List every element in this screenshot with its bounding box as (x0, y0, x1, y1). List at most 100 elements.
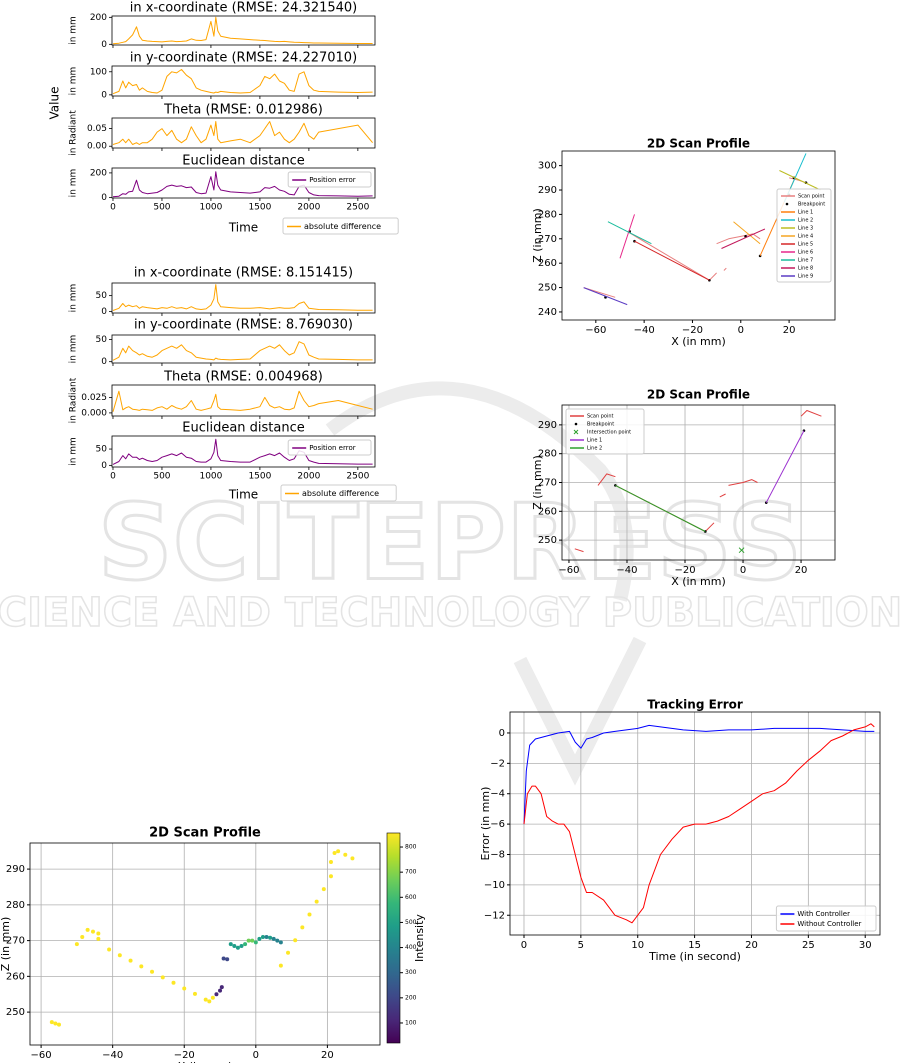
point (268, 935, 273, 940)
y-tick-label: 0.00 (87, 142, 107, 152)
series-line (615, 484, 706, 532)
colorbar-tick-label: 500 (405, 919, 417, 926)
x-tick-label: −60 (585, 325, 606, 336)
x-tick-label: 5 (578, 940, 584, 951)
series-line (574, 410, 822, 553)
chart-title: 2D Scan Profile (149, 826, 261, 841)
point (307, 912, 312, 917)
y-tick-label: 50 (96, 335, 108, 345)
point (314, 899, 319, 904)
point (160, 975, 165, 980)
watermark-title: SCITEPRESS (98, 481, 802, 603)
colorbar-tick-label: 300 (405, 969, 417, 976)
series-line (765, 430, 805, 503)
x-tick-label: −20 (682, 325, 703, 336)
x-tick-label: 0 (740, 565, 746, 576)
point (300, 925, 305, 930)
point (321, 887, 326, 892)
legend-label: Line 8 (798, 266, 813, 272)
series-line (523, 724, 875, 825)
watermark-subtitle: SCIENCE AND TECHNOLOGY PUBLICATIONS (0, 590, 901, 636)
legend-label: absolute difference (304, 222, 381, 231)
y-tick-label: 200 (90, 13, 107, 23)
axes-frame (561, 404, 836, 561)
legend-label: Line 2 (798, 218, 813, 224)
legend-symbol (785, 202, 789, 206)
y-tick-label: 0.05 (87, 124, 107, 134)
point (96, 931, 101, 936)
subplot-title: Theta (RMSE: 0.004968) (163, 370, 323, 385)
point (74, 942, 79, 947)
y-axis-label: in mm (69, 284, 79, 313)
axes-frame (111, 65, 376, 97)
axes-frame (111, 15, 376, 46)
point (203, 997, 208, 1002)
series-line (523, 723, 875, 924)
colorbar-tick-label: 600 (405, 894, 417, 901)
point (278, 963, 283, 968)
colorbar-tick-label: 800 (405, 844, 417, 851)
point (343, 852, 348, 857)
point (117, 953, 122, 958)
subplot-title: in y-coordinate (RMSE: 8.769030) (134, 318, 353, 333)
axes-frame (111, 435, 376, 468)
y-tick-label: 260 (6, 971, 25, 982)
legend-box (287, 171, 372, 188)
point (260, 935, 265, 940)
point (49, 1020, 54, 1025)
x-tick-label: 20 (783, 325, 796, 336)
y-tick-label: 280 (6, 900, 25, 911)
x-axis-label: Time (in second) (648, 950, 741, 963)
chart-title: Tracking Error (647, 698, 743, 712)
y-tick-label: 100 (90, 67, 107, 77)
y-axis-label: in mm (69, 437, 79, 466)
point (107, 947, 112, 952)
y-axis-label: Value (48, 87, 62, 120)
series-line (112, 390, 373, 412)
x-tick-label: −40 (634, 325, 655, 336)
x-tick-label: 10 (631, 940, 644, 951)
x-tick-label: 1000 (199, 472, 222, 482)
point (182, 986, 187, 991)
x-tick-label: 15 (688, 940, 701, 951)
x-tick-label: 1500 (248, 203, 271, 213)
legend-label: Position error (309, 444, 356, 452)
legend-label: Line 1 (798, 210, 813, 216)
legend-symbol (574, 422, 578, 426)
series-line (112, 341, 373, 361)
colorbar-label: Intensity (413, 914, 426, 962)
y-tick-label: 0 (101, 307, 107, 317)
legend-box (287, 439, 372, 456)
y-axis-label: in mm (69, 67, 79, 96)
x-tick-label: −40 (102, 1050, 123, 1061)
chart-title: 2D Scan Profile (647, 137, 750, 151)
point (85, 927, 90, 932)
legend-label: Line 9 (798, 274, 813, 280)
y-tick-label: 0 (101, 193, 107, 203)
x-tick-label: 0 (738, 325, 744, 336)
legend-label: absolute difference (302, 489, 379, 498)
x-tick-label: 25 (802, 940, 815, 951)
series-line (112, 69, 373, 95)
colorbar-tick-label: 200 (405, 994, 417, 1001)
x-tick-label: 2000 (297, 472, 320, 482)
point (293, 938, 298, 943)
y-tick-label: 290 (6, 864, 25, 875)
point (235, 945, 240, 950)
legend-symbol (573, 429, 579, 435)
series-line (733, 221, 761, 245)
subplot-title: in x-coordinate (RMSE: 8.151415) (134, 266, 353, 281)
x-tick-label: −40 (616, 565, 637, 576)
y-tick-label: 0.000 (81, 408, 107, 418)
y-axis-label: in mm (69, 335, 79, 364)
series-line (112, 171, 373, 198)
legend-box (565, 408, 645, 455)
y-tick-label: 50 (96, 445, 108, 455)
watermark: SCITEPRESS SCIENCE AND TECHNOLOGY PUBLIC… (0, 381, 901, 786)
colorbar-tick-label: 700 (405, 869, 417, 876)
x-tick-label: 0 (521, 940, 527, 951)
point (738, 547, 745, 554)
y-axis-label: in mm (69, 169, 79, 198)
y-tick-label: 250 (538, 535, 557, 546)
y-tick-label: 0 (499, 728, 505, 739)
